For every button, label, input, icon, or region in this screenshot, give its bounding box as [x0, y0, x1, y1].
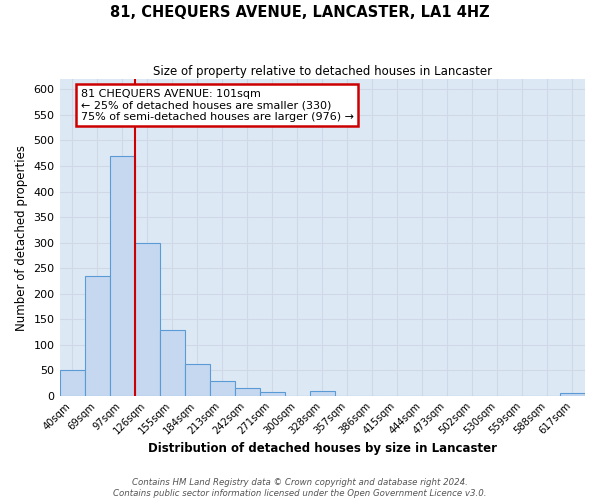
- Title: Size of property relative to detached houses in Lancaster: Size of property relative to detached ho…: [153, 65, 492, 78]
- Bar: [110, 156, 134, 396]
- Y-axis label: Number of detached properties: Number of detached properties: [15, 144, 28, 330]
- Text: 81 CHEQUERS AVENUE: 101sqm
← 25% of detached houses are smaller (330)
75% of sem: 81 CHEQUERS AVENUE: 101sqm ← 25% of deta…: [80, 88, 353, 122]
- Bar: [260, 392, 285, 396]
- Text: Contains HM Land Registry data © Crown copyright and database right 2024.
Contai: Contains HM Land Registry data © Crown c…: [113, 478, 487, 498]
- Text: 81, CHEQUERS AVENUE, LANCASTER, LA1 4HZ: 81, CHEQUERS AVENUE, LANCASTER, LA1 4HZ: [110, 5, 490, 20]
- Bar: [235, 388, 260, 396]
- Bar: [209, 380, 235, 396]
- Bar: [310, 391, 335, 396]
- Bar: [160, 330, 185, 396]
- Bar: [185, 364, 209, 396]
- Bar: [59, 370, 85, 396]
- X-axis label: Distribution of detached houses by size in Lancaster: Distribution of detached houses by size …: [148, 442, 497, 455]
- Bar: [560, 394, 585, 396]
- Bar: [85, 276, 110, 396]
- Bar: [134, 242, 160, 396]
